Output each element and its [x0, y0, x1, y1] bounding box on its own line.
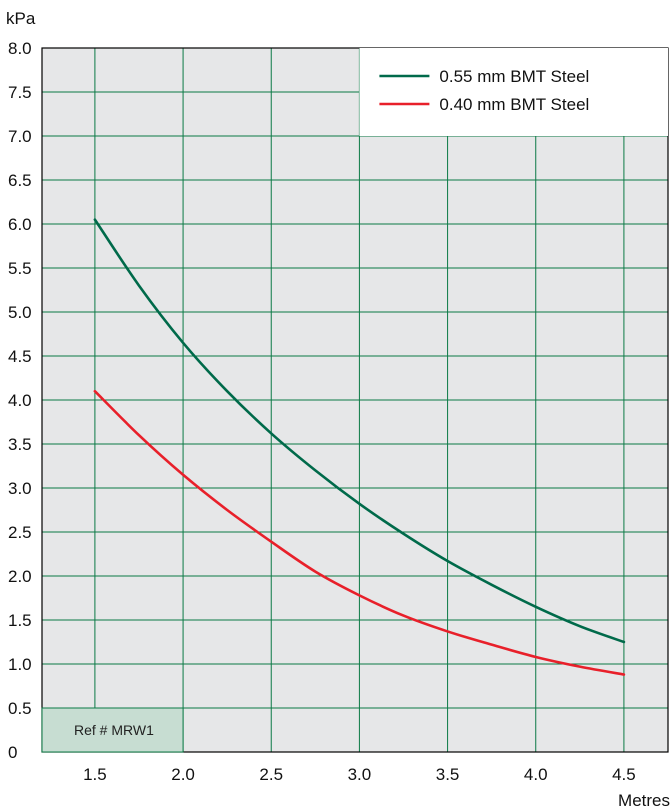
legend-label: 0.40 mm BMT Steel: [439, 95, 589, 114]
series-line-1: [93, 218, 626, 644]
y-tick-label: 8.0: [8, 39, 32, 58]
legend: 0.55 mm BMT Steel 0.40 mm BMT Steel: [359, 48, 668, 136]
reference-box: Ref # MRW1: [41, 707, 184, 753]
y-tick-label: 2.0: [8, 567, 32, 586]
x-axis-unit-label: Metres: [618, 791, 670, 810]
y-tick-label: 7.0: [8, 127, 32, 146]
x-axis-ticks: 1.5 2.0 2.5 3.0 3.5 4.0 4.5: [83, 765, 636, 784]
y-tick-label: 1.0: [8, 655, 32, 674]
y-tick-label: 7.5: [8, 83, 32, 102]
y-tick-label: 3.0: [8, 479, 32, 498]
y-tick-label: 0: [8, 743, 17, 762]
y-tick-label: 5.0: [8, 303, 32, 322]
x-tick-label: 2.0: [171, 765, 195, 784]
x-tick-label: 4.5: [612, 765, 636, 784]
y-tick-label: 4.5: [8, 347, 32, 366]
series-line-2: [93, 389, 626, 676]
y-axis-ticks: 0 0.5 1.0 1.5 2.0 2.5 3.0 3.5 4.0 4.5 5.0 5.5 6.0 6.5…: [8, 39, 32, 762]
reference-label: Ref # MRW1: [74, 722, 154, 738]
grid: [42, 48, 668, 752]
y-tick-label: 3.5: [8, 435, 32, 454]
y-tick-label: 0.5: [8, 699, 32, 718]
reference-box-background: [41, 707, 184, 753]
x-tick-label: 3.5: [436, 765, 460, 784]
y-axis-unit-label: kPa: [6, 9, 36, 28]
x-tick-label: 4.0: [524, 765, 548, 784]
x-tick-label: 3.0: [348, 765, 372, 784]
x-tick-label: 2.5: [259, 765, 283, 784]
y-tick-label: 5.5: [8, 259, 32, 278]
series-lines: [93, 218, 626, 676]
y-tick-label: 4.0: [8, 391, 32, 410]
plot-frame: [41, 47, 669, 753]
y-tick-label: 6.0: [8, 215, 32, 234]
legend-background: [359, 48, 668, 136]
legend-label: 0.55 mm BMT Steel: [439, 67, 589, 86]
y-tick-label: 1.5: [8, 611, 32, 630]
x-tick-label: 1.5: [83, 765, 107, 784]
y-tick-label: 2.5: [8, 523, 32, 542]
y-tick-label: 6.5: [8, 171, 32, 190]
